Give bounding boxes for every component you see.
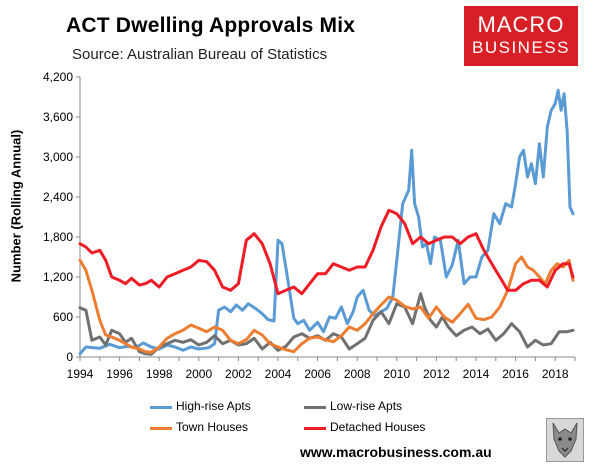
x-tick-label: 2018 xyxy=(542,367,569,381)
y-tick-label: 600 xyxy=(53,310,73,324)
y-tick-label: 1,200 xyxy=(43,270,73,284)
x-tick-label: 1994 xyxy=(67,367,94,381)
series-line-town-houses xyxy=(78,255,575,354)
legend-swatch-town-houses xyxy=(150,427,172,430)
x-tick-label: 2008 xyxy=(344,367,371,381)
y-tick-label: 4,200 xyxy=(43,70,73,84)
x-tick-label: 2002 xyxy=(225,367,252,381)
legend-label-detached-houses: Detached Houses xyxy=(330,420,426,434)
x-tick-label: 2006 xyxy=(304,367,331,381)
x-tick-label: 2012 xyxy=(423,367,450,381)
y-tick-label: 3,600 xyxy=(43,110,73,124)
x-tick-label: 1998 xyxy=(146,367,173,381)
legend-label-low-rise: Low-rise Apts xyxy=(330,399,403,413)
y-tick-label: 1,800 xyxy=(43,230,73,244)
x-tick-label: 2004 xyxy=(265,367,292,381)
chart-title: ACT Dwelling Approvals Mix xyxy=(66,14,356,37)
series-line-detached-houses xyxy=(78,208,575,296)
x-tick-label: 2010 xyxy=(383,367,410,381)
y-tick-label: 0 xyxy=(66,350,73,364)
x-tick-label: 1996 xyxy=(106,367,133,381)
legend-label-town-houses: Town Houses xyxy=(176,420,249,434)
legend-swatch-detached-houses xyxy=(304,427,326,430)
y-tick-label: 2,400 xyxy=(43,190,73,204)
legend-swatch-low-rise xyxy=(304,406,326,409)
chart-subtitle: Source: Australian Bureau of Statistics xyxy=(72,46,328,63)
legend-label-high-rise: High-rise Apts xyxy=(176,399,251,413)
macrobusiness-logo[interactable]: MACRO BUSINESS xyxy=(464,6,578,66)
x-tick-label: 2014 xyxy=(463,367,490,381)
logo-text-macro: MACRO xyxy=(477,12,565,37)
series-line-high-rise xyxy=(78,88,575,356)
legend-swatch-high-rise xyxy=(150,406,172,409)
wolf-logo-icon xyxy=(546,418,584,462)
y-tick-label: 3,000 xyxy=(43,150,73,164)
logo-text-business: BUSINESS xyxy=(472,38,570,57)
x-tick-label: 2016 xyxy=(502,367,529,381)
line-chart: 0 600 1,200 1,800 2,400 3,000 3,600 4,200 1994 19… xyxy=(43,70,576,381)
x-tick-label: 2000 xyxy=(185,367,212,381)
footer-url[interactable]: www.macrobusiness.com.au xyxy=(300,444,492,460)
